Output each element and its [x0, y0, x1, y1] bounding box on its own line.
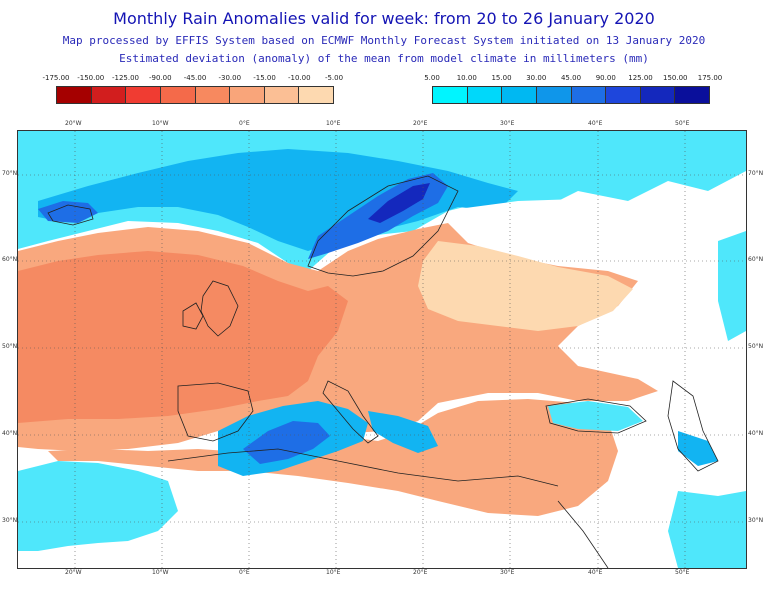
longitude-label-top: 0°E	[239, 120, 250, 127]
latitude-label-left: 70°N	[2, 170, 18, 177]
legend-positive-label: 150.00	[663, 74, 688, 82]
coastline-caspian	[667, 380, 719, 472]
legend-negative-label: -10.00	[287, 74, 311, 82]
longitude-label-bottom: 10°E	[326, 569, 341, 576]
legend-positive-label: 45.00	[560, 74, 582, 82]
legend-negative-swatch	[230, 87, 265, 103]
latitude-label-right: 40°N	[748, 430, 764, 437]
legend-positive-swatch	[502, 87, 537, 103]
longitude-label-top: 10°W	[152, 120, 169, 127]
legend-positive-label: 175.00	[697, 74, 723, 82]
coastline-scandinavia	[307, 175, 459, 277]
legend-positive-swatch	[467, 87, 503, 103]
coastline-north-africa	[167, 448, 559, 487]
legend-positive: 5.00 10.00 15.00 30.00 45.00 90.00 125.00 150.0…	[424, 74, 722, 104]
dry-zone-north-africa	[48, 399, 618, 516]
longitude-label-top: 50°E	[675, 120, 690, 127]
legend-negative-label: -125.00	[111, 74, 140, 82]
legend-positive-label: 30.00	[526, 74, 547, 82]
wet-zone-scandinavia-core	[368, 183, 430, 223]
coastline-iceland	[47, 204, 94, 226]
legend-positive-swatch	[675, 87, 709, 103]
wet-zone-caspian	[678, 431, 718, 466]
legend-negative-label: -30.00	[218, 74, 242, 82]
legend-negative-label: -45.00	[183, 74, 207, 82]
legend-negative-swatch	[195, 87, 231, 103]
legend-negative-swatch	[57, 87, 92, 103]
map-frame	[17, 130, 747, 569]
legend-negative-bar	[56, 86, 334, 104]
longitude-label-bottom: 30°E	[500, 569, 515, 576]
legend-positive-label: 10.00	[456, 74, 477, 82]
coastline-red-sea	[557, 500, 609, 568]
neutral-zone-russia	[458, 197, 746, 269]
subtitle-processing: Map processed by EFFIS System based on E…	[62, 34, 706, 47]
wet-zone-norwegian-sea	[38, 149, 518, 251]
longitude-label-top: 20°W	[65, 120, 82, 127]
legend-negative-swatch	[264, 87, 300, 103]
longitude-label-bottom: 10°W	[152, 569, 169, 576]
latitude-label-left: 40°N	[2, 430, 18, 437]
longitude-label-bottom: 20°W	[65, 569, 82, 576]
latitude-label-left: 30°N	[2, 517, 18, 524]
legend-negative-label: -15.00	[253, 74, 276, 82]
wet-zone-iceland	[38, 201, 98, 223]
coastlines	[47, 175, 719, 568]
latitude-label-left: 50°N	[2, 343, 18, 350]
legend-positive-swatch	[536, 87, 572, 103]
legend-negative-label: -150.00	[77, 74, 105, 82]
legend-negative-swatch	[160, 87, 196, 103]
graticule	[18, 131, 746, 568]
latitude-label-right: 60°N	[748, 256, 764, 263]
strong-dry-zone-atlantic-uk	[18, 251, 348, 423]
coastline-italy	[322, 380, 379, 444]
wet-zone-atlantic-south	[18, 461, 178, 551]
subtitle-description: Estimated deviation (anomaly) of the mea…	[119, 52, 649, 65]
longitude-label-bottom: 20°E	[413, 569, 428, 576]
latitude-label-left: 60°N	[2, 256, 18, 263]
legend-positive-swatch	[640, 87, 676, 103]
coastline-ireland	[182, 302, 204, 330]
wet-zone-arabia	[668, 491, 746, 568]
latitude-label-right: 70°N	[748, 170, 764, 177]
legend-negative-label: -5.00	[324, 74, 344, 82]
wet-zone-northeast-edge	[718, 231, 746, 341]
legend-positive-swatch	[571, 87, 607, 103]
legend-positive-label: 5.00	[424, 74, 440, 82]
legend-positive-swatch	[606, 87, 641, 103]
longitude-label-bottom: 50°E	[675, 569, 690, 576]
legend-positive-bar	[432, 86, 710, 104]
legend-positive-label: 15.00	[491, 74, 512, 82]
longitude-label-top: 20°E	[413, 120, 428, 127]
longitude-label-bottom: 0°E	[239, 569, 250, 576]
anomaly-map	[18, 131, 746, 568]
latitude-label-right: 30°N	[748, 517, 764, 524]
longitude-label-top: 10°E	[326, 120, 341, 127]
legend-negative-label: -175.00	[42, 74, 70, 82]
legend-negative: -175.00 -150.00 -125.00 -90.00 -45.00 -30.00 -…	[42, 74, 343, 104]
legend-negative-swatch	[126, 87, 161, 103]
very-wet-zone-balearic	[243, 421, 330, 464]
legend-negative-swatch	[299, 87, 333, 103]
legend-positive-labels: 5.00 10.00 15.00 30.00 45.00 90.00 125.00 150.0…	[424, 74, 722, 86]
legend-negative-labels: -175.00 -150.00 -125.00 -90.00 -45.00 -30.00 -…	[42, 74, 343, 86]
longitude-label-top: 40°E	[588, 120, 603, 127]
page-title: Monthly Rain Anomalies valid for week: f…	[113, 9, 655, 28]
longitude-label-top: 30°E	[500, 120, 515, 127]
legend-positive-label: 125.00	[628, 74, 653, 82]
legend-positive-label: 90.00	[595, 74, 616, 82]
light-dry-zone-east-europe	[418, 241, 633, 331]
wet-zone-black-sea	[548, 401, 643, 431]
latitude-label-right: 50°N	[748, 343, 764, 350]
legend-negative-label: -90.00	[148, 74, 172, 82]
coastline-black-sea	[545, 398, 647, 434]
wet-zone-adriatic	[368, 411, 438, 453]
legend-negative-swatch	[91, 87, 127, 103]
legend-positive-swatch	[433, 87, 468, 103]
longitude-label-bottom: 40°E	[588, 569, 603, 576]
coastline-iberia	[177, 382, 254, 442]
